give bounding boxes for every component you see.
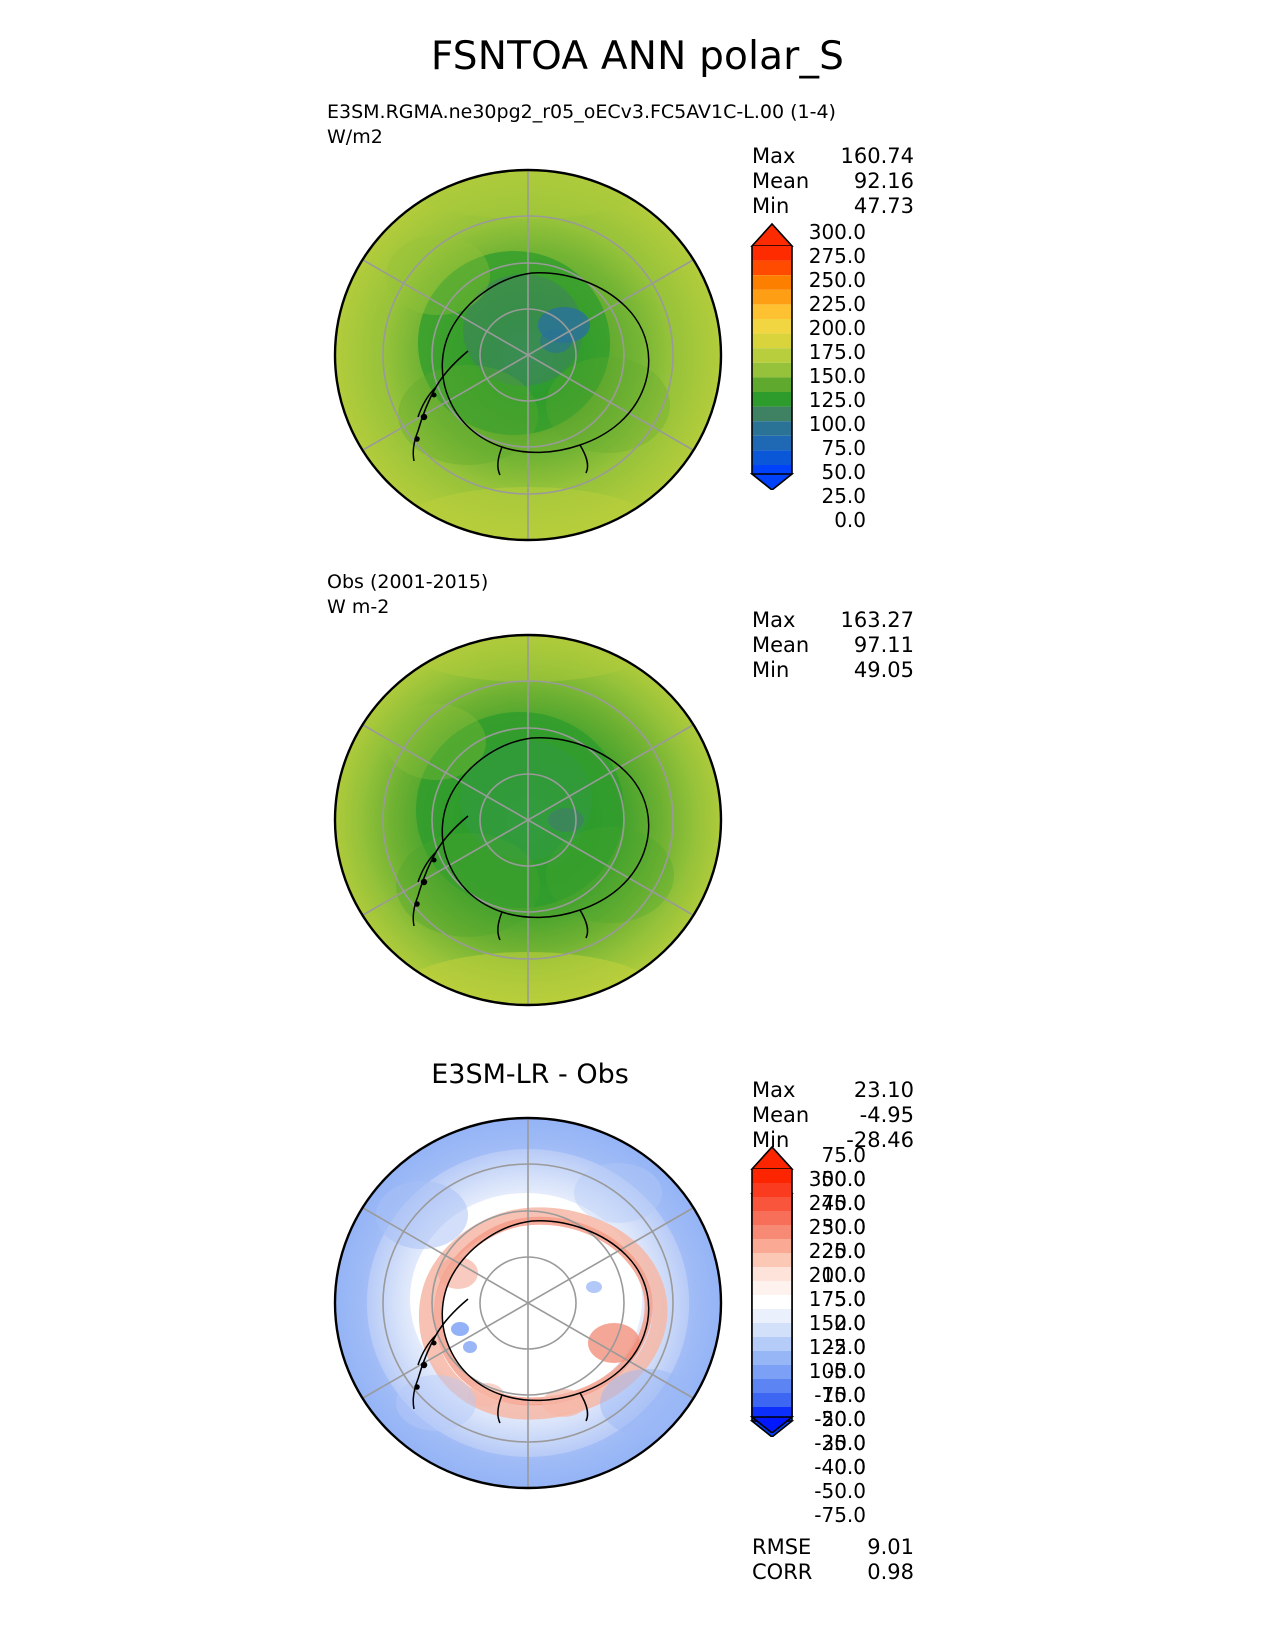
map-model-boundary <box>333 168 723 542</box>
polar-map-diff-svg <box>333 1116 723 1490</box>
map-diff-boundary <box>333 1116 723 1490</box>
polar-map-obs-svg <box>333 633 723 1007</box>
stat-mean: Mean 92.16 <box>752 169 914 193</box>
stat-mean: Mean -4.95 <box>752 1103 914 1127</box>
colorbar-diff-labels: 75.0 50.0 40.0 30.0 20.0 10.0 5.0 2.0 -2… <box>814 1143 866 1527</box>
polar-map-model-svg <box>333 168 723 542</box>
map-diff <box>318 1103 738 1507</box>
colorbar-model: 300.0 275.0 250.0 225.0 200.0 175.0 150.… <box>744 220 866 532</box>
colorbar-model-svg <box>749 222 795 492</box>
map-model-coastline <box>412 272 650 476</box>
colorbar-diff: 75.0 50.0 40.0 30.0 20.0 10.0 5.0 2.0 -2… <box>744 1143 866 1527</box>
map-diff-graticule <box>362 1118 694 1488</box>
panel-model-name: E3SM.RGMA.ne30pg2_r05_oECv3.FC5AV1C-L.00… <box>327 101 836 123</box>
panel-obs-name: Obs (2001-2015) <box>327 571 489 593</box>
panel-obs-units: W m-2 <box>327 596 390 618</box>
stat-corr: CORR 0.98 <box>752 1560 914 1584</box>
map-obs <box>318 620 738 1024</box>
map-model <box>318 155 738 559</box>
map-obs-coastline <box>412 737 650 941</box>
colorbar-diff-swatches <box>749 1145 795 1435</box>
map-model-graticule <box>362 170 694 540</box>
colorbar-model-swatches <box>749 222 795 492</box>
stat-max: Max 163.27 <box>752 608 914 632</box>
stat-max: Max 160.74 <box>752 144 914 168</box>
panel-diff-title: E3SM-LR - Obs <box>431 1059 629 1090</box>
figure-title: FSNTOA ANN polar_S <box>430 34 845 79</box>
stat-min: Min -28.46 <box>752 1128 914 1152</box>
footer-stats: RMSE 9.01 CORR 0.98 <box>752 1535 914 1585</box>
colorbar-obs-labels: 300.0 275.0 250.0 225.0 200.0 175.0 150.… <box>808 1167 866 1479</box>
panel-model-stats: Max 160.74 Mean 92.16 Min 47.73 <box>752 144 914 219</box>
colorbar-model-labels: 300.0 275.0 250.0 225.0 200.0 175.0 150.… <box>808 220 866 532</box>
stat-max: Max 23.10 <box>752 1078 914 1102</box>
panel-obs-stats: Max 163.27 Mean 97.11 Min 49.05 <box>752 608 914 683</box>
map-obs-graticule <box>362 635 694 1005</box>
panel-model-header: E3SM.RGMA.ne30pg2_r05_oECv3.FC5AV1C-L.00… <box>327 100 836 150</box>
stat-mean: Mean 97.11 <box>752 633 914 657</box>
stat-min: Min 47.73 <box>752 194 914 218</box>
map-obs-boundary <box>333 633 723 1007</box>
colorbar-diff-svg <box>749 1145 795 1435</box>
panel-model-units: W/m2 <box>327 126 383 148</box>
stat-rmse: RMSE 9.01 <box>752 1535 914 1559</box>
panel-diff-stats: Max 23.10 Mean -4.95 Min -28.46 <box>752 1078 914 1153</box>
stat-min: Min 49.05 <box>752 658 914 682</box>
panel-obs-header: Obs (2001-2015) W m-2 <box>327 570 488 620</box>
map-diff-coastline <box>412 1220 650 1424</box>
